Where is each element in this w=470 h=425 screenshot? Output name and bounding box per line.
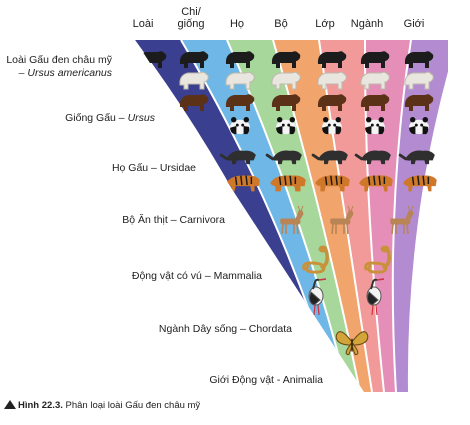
taxon-label-1: Giống Gấu – Ursus <box>0 112 155 125</box>
column-header-3: Bộ <box>274 18 288 30</box>
taxon-name: Giống Gấu – <box>65 112 128 124</box>
column-header-5: Ngành <box>350 18 384 30</box>
taxon-name: Họ Gấu – Ursidae <box>111 162 196 174</box>
taxon-label-4: Động vật có vú – Mammalia <box>0 270 262 283</box>
taxon-label-5: Ngành Dây sống – Chordata <box>0 323 292 336</box>
taxon-label-6: Giới Động vật - Animalia <box>23 374 323 387</box>
taxon-name: Giới Động vật - Animalia <box>209 374 323 386</box>
taxon-scientific-name: – Ursus americanus <box>18 67 112 79</box>
taxon-name: Bộ Ăn thịt – Carnivora <box>122 214 225 226</box>
caption-figure-number: Hình 22.3. <box>18 400 63 411</box>
taxon-label-0: Loài Gấu đen châu mỹ – Ursus americanus <box>0 54 112 80</box>
taxon-label-3: Bộ Ăn thịt – Carnivora <box>0 214 225 227</box>
column-header-0: Loài <box>132 18 154 30</box>
band-6 <box>392 40 448 392</box>
taxon-label-2: Họ Gấu – Ursidae <box>0 162 196 175</box>
black-bear-icon <box>137 51 167 68</box>
figure-caption: Hình 22.3. Phân loại loài Gấu đen châu m… <box>4 400 200 411</box>
caption-text: Phân loại loài Gấu đen châu mỹ <box>62 400 201 411</box>
taxon-name: Động vật có vú – Mammalia <box>131 270 262 282</box>
column-header-1: Chi/ giống <box>177 6 205 30</box>
band-2 <box>227 40 360 392</box>
triangle-icon <box>4 400 16 409</box>
taxon-genus: Ursus <box>127 112 155 124</box>
band-3 <box>273 40 372 392</box>
column-header-2: Họ <box>229 18 245 30</box>
column-header-4: Lớp <box>315 18 335 30</box>
taxon-name: Ngành Dây sống – Chordata <box>158 323 292 335</box>
column-header-6: Giới <box>403 18 425 30</box>
taxon-name: Loài Gấu đen châu mỹ <box>6 54 112 66</box>
